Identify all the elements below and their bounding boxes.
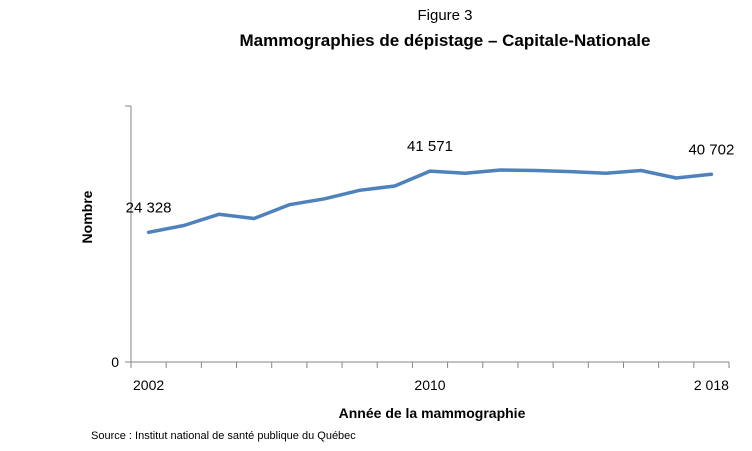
data-label: 40 702 — [688, 141, 734, 158]
data-label: 24 328 — [126, 199, 172, 216]
x-axis-title: Année de la mammographie — [339, 405, 526, 421]
x-tick-label: 2010 — [414, 377, 445, 393]
data-label: 41 571 — [407, 138, 453, 155]
y-tick-label: 0 — [111, 354, 119, 370]
x-tick-label: 2002 — [133, 377, 164, 393]
source-note: Source : Institut national de santé publ… — [91, 430, 356, 442]
x-tick-label: 2 018 — [694, 377, 729, 393]
chart-title: Mammographies de dépistage – Capitale-Na… — [239, 31, 651, 50]
figure-label: Figure 3 — [417, 7, 473, 24]
series-line — [146, 168, 714, 235]
y-axis-title: Nombre — [79, 190, 95, 243]
